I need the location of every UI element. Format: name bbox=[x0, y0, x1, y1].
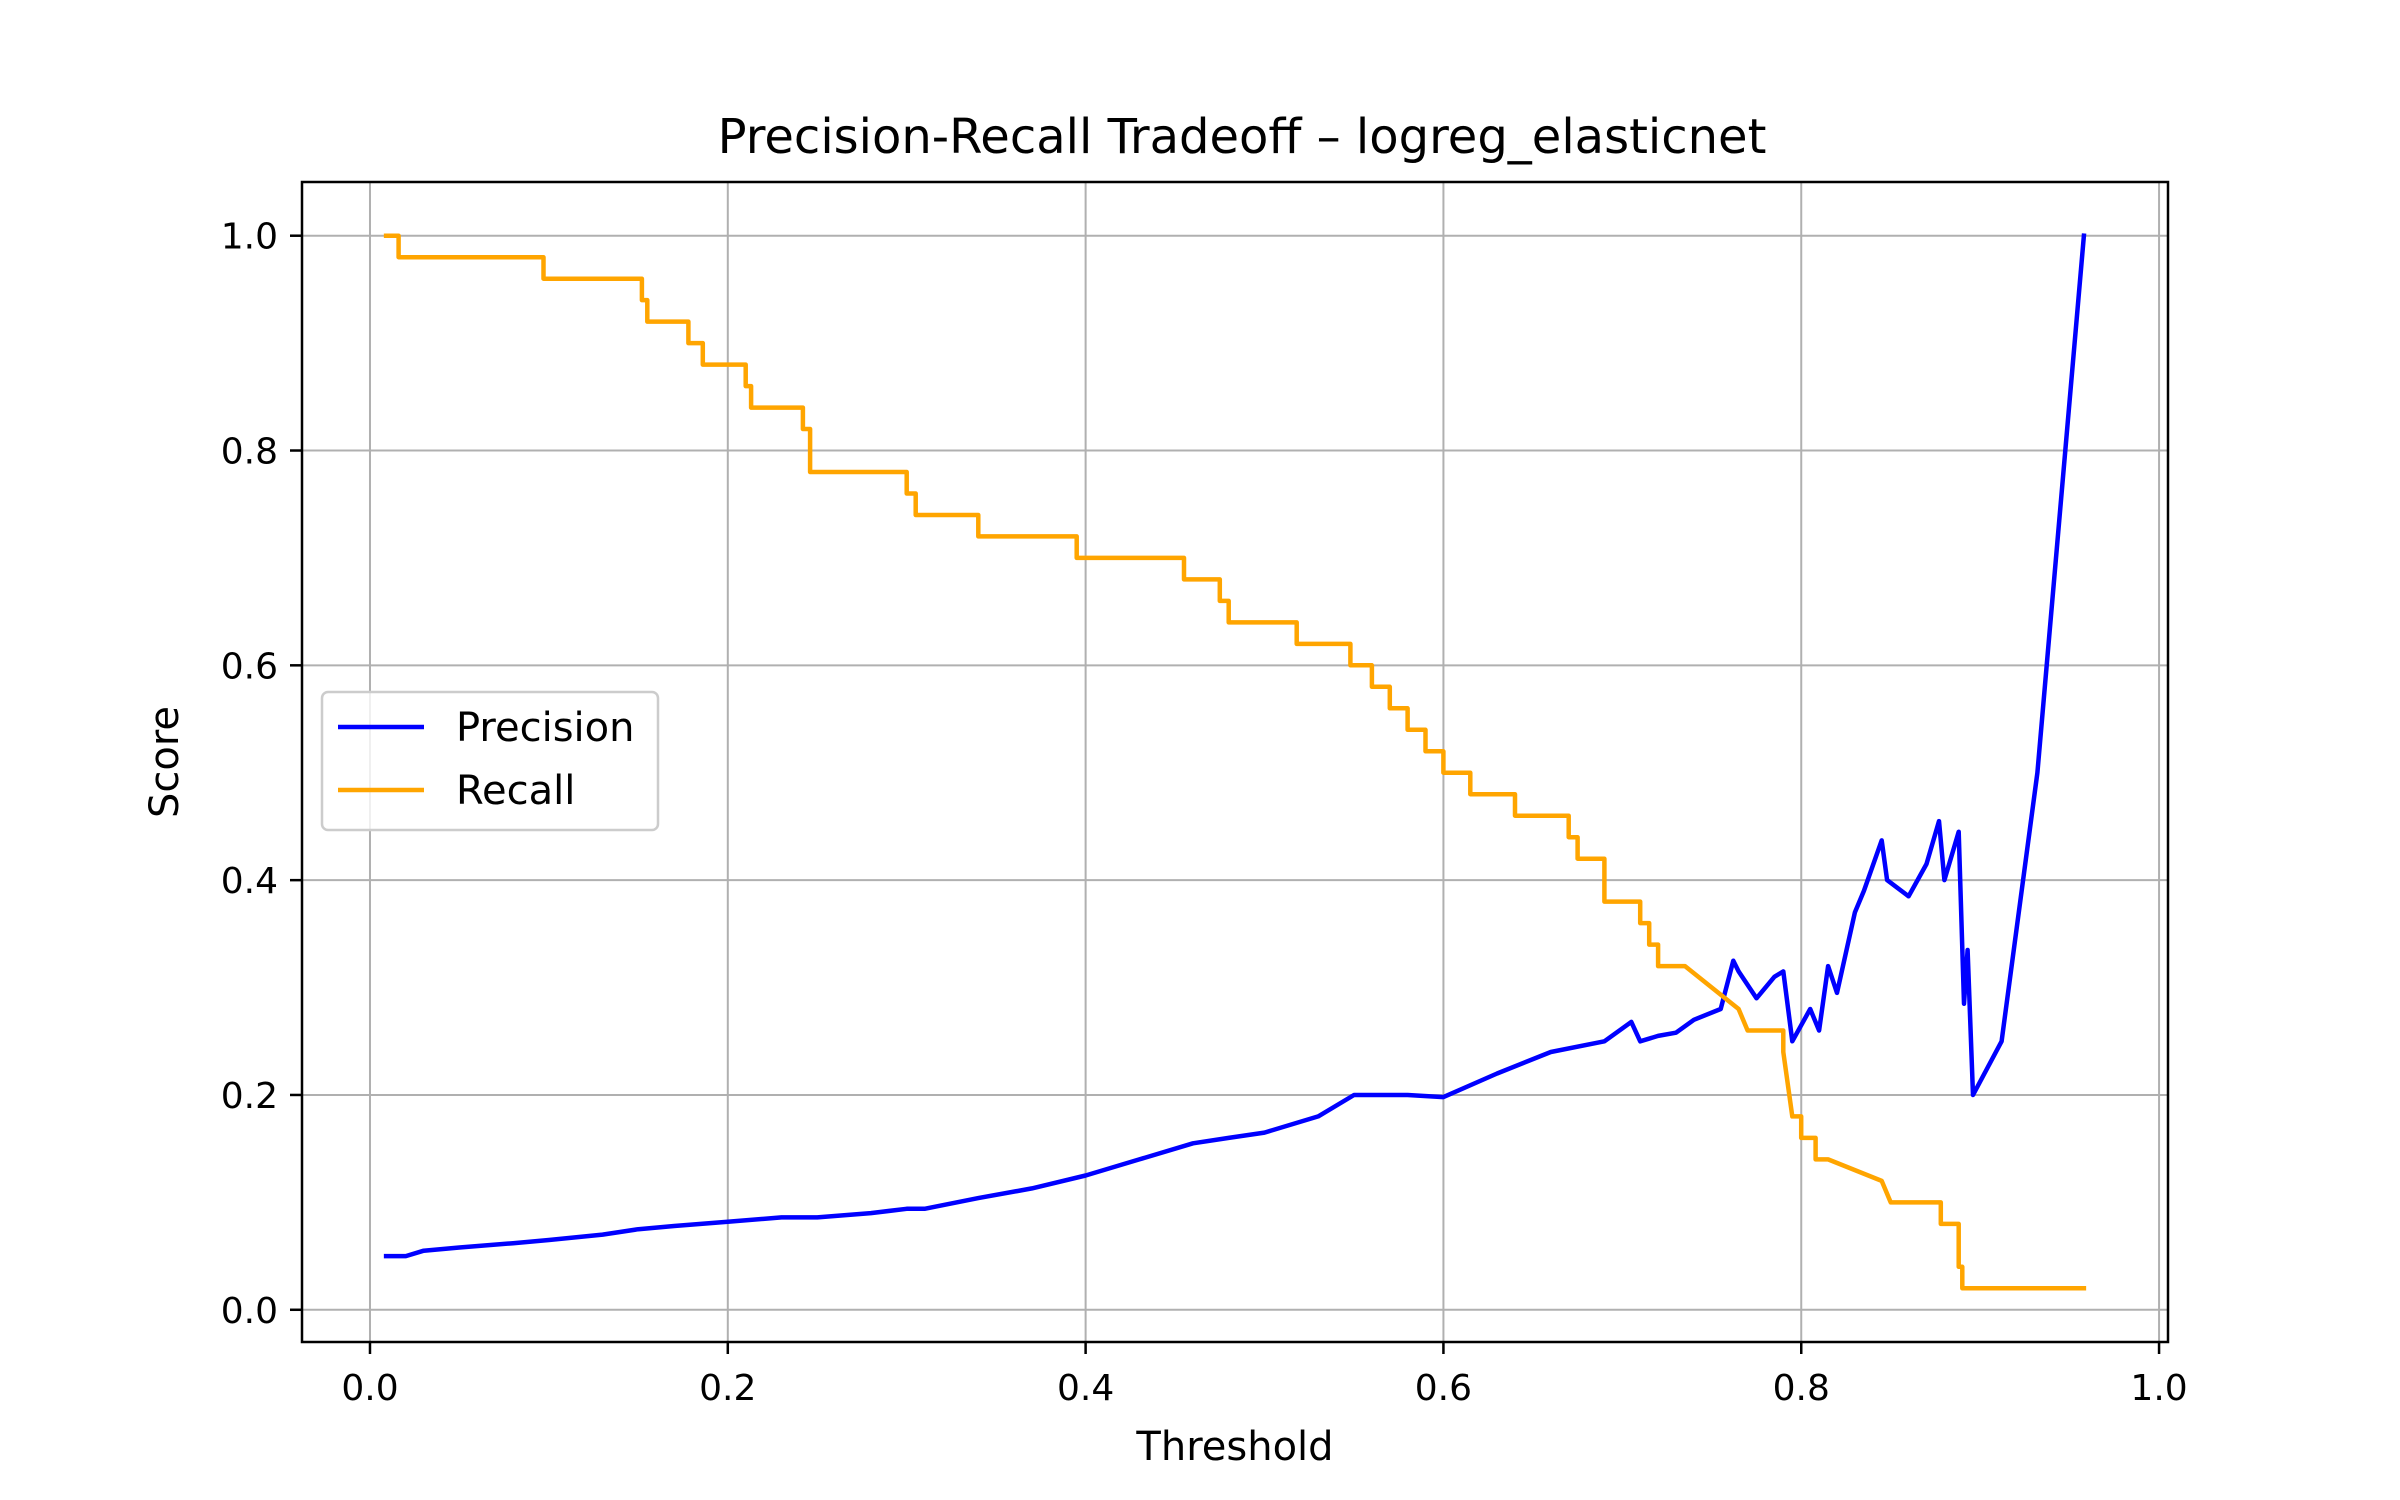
y-tick-label: 0.6 bbox=[221, 646, 278, 687]
legend-precision-label: Precision bbox=[456, 705, 634, 751]
x-tick-label: 1.0 bbox=[2130, 1368, 2187, 1409]
x-axis: 0.0 0.2 0.4 0.6 0.8 1.0 bbox=[341, 1342, 2188, 1409]
x-tick-label: 0.2 bbox=[699, 1368, 756, 1409]
x-tick-label: 0.8 bbox=[1773, 1368, 1830, 1409]
y-tick-label: 0.0 bbox=[221, 1291, 278, 1332]
chart-title: Precision-Recall Tradeoff – logreg_elast… bbox=[718, 109, 1767, 165]
plot-frame bbox=[300, 180, 2170, 1344]
y-axis-label: Score bbox=[142, 706, 188, 818]
legend-recall-label: Recall bbox=[456, 768, 575, 814]
y-tick-label: 0.4 bbox=[221, 861, 278, 902]
x-axis-label: Threshold bbox=[1135, 1424, 1333, 1470]
grid-lines bbox=[302, 182, 2168, 1342]
series-line-precision bbox=[383, 233, 2087, 1259]
legend: Precision Recall bbox=[320, 690, 660, 832]
y-tick-label: 0.2 bbox=[221, 1076, 278, 1117]
y-tick-label: 0.8 bbox=[221, 432, 278, 473]
x-tick-label: 0.4 bbox=[1057, 1368, 1114, 1409]
series-layer bbox=[383, 233, 2087, 1291]
y-tick-label: 1.0 bbox=[221, 217, 278, 258]
series-line-recall bbox=[383, 233, 2087, 1291]
x-tick-label: 0.0 bbox=[341, 1368, 398, 1409]
x-tick-label: 0.6 bbox=[1415, 1368, 1472, 1409]
y-axis: 0.0 0.2 0.4 0.6 0.8 1.0 bbox=[221, 217, 302, 1332]
